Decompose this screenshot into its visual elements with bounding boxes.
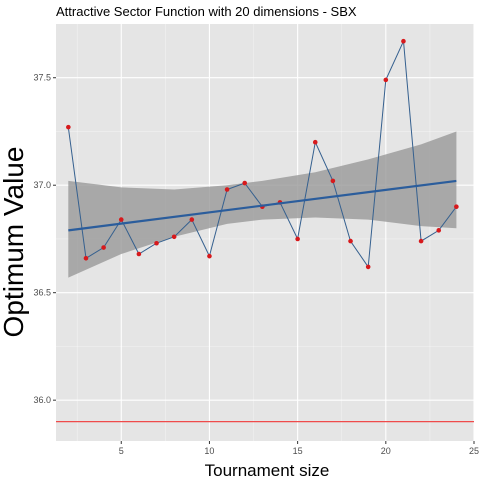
data-point xyxy=(383,77,389,83)
x-tick-label: 25 xyxy=(469,446,479,456)
data-point xyxy=(242,180,248,186)
data-point xyxy=(348,238,353,244)
x-tick-label: 10 xyxy=(204,446,214,456)
y-axis-ticks: 36.0 36.5 37.0 37.5 xyxy=(33,73,56,405)
y-tick-label: 37.0 xyxy=(33,180,51,190)
data-point xyxy=(365,264,371,270)
data-point xyxy=(224,187,230,192)
x-axis-ticks: 5 10 15 20 25 xyxy=(119,441,479,456)
data-point xyxy=(118,217,124,222)
data-point xyxy=(295,236,300,242)
data-point xyxy=(330,178,336,184)
data-point xyxy=(136,251,142,257)
data-point xyxy=(66,124,71,130)
y-tick-label: 37.5 xyxy=(33,73,51,83)
data-points xyxy=(66,38,459,270)
data-point xyxy=(171,234,177,240)
y-tick-label: 36.5 xyxy=(33,288,51,298)
grid-major xyxy=(56,24,475,441)
x-axis-label: Tournament size xyxy=(205,461,330,480)
data-point xyxy=(436,228,442,233)
data-point xyxy=(83,255,89,261)
data-point xyxy=(454,204,459,210)
chart-title: Attractive Sector Function with 20 dimen… xyxy=(56,4,357,19)
data-point xyxy=(312,139,318,145)
y-tick-label: 36.0 xyxy=(33,395,51,405)
y-axis-label: Optimum Value xyxy=(0,147,29,338)
data-point xyxy=(418,238,424,244)
data-point xyxy=(207,253,212,259)
x-tick-label: 20 xyxy=(381,446,391,456)
data-point xyxy=(189,217,195,222)
data-point xyxy=(101,245,106,250)
data-point xyxy=(154,240,159,246)
data-point xyxy=(401,38,406,44)
trend-line xyxy=(68,179,457,232)
x-tick-label: 5 xyxy=(119,446,124,456)
x-tick-label: 15 xyxy=(293,446,303,456)
